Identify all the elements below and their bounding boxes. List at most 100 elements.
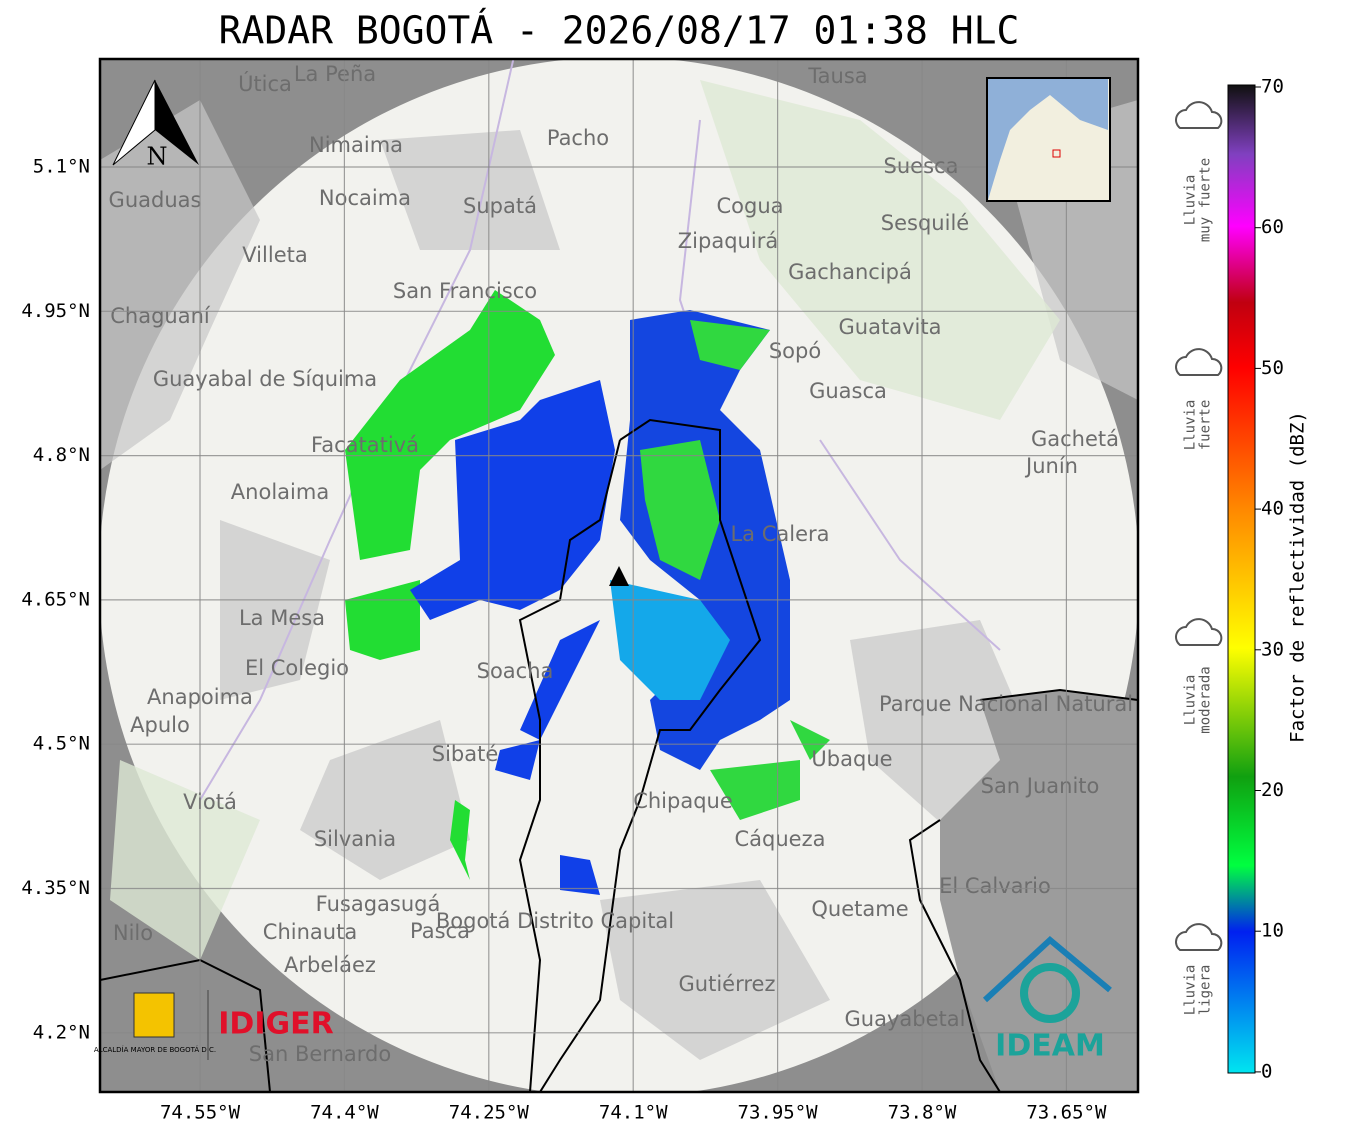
place-label: San Juanito (981, 774, 1100, 798)
lat-tick-label: 4.35°N (21, 877, 90, 899)
colorbar-tick-label: 60 (1261, 216, 1284, 238)
place-label: Guayabal de Síquima (153, 367, 377, 391)
place-label: Pacho (547, 126, 609, 150)
lon-tick-label: 74.25°W (449, 1102, 530, 1124)
colorbar-tick-label: 10 (1261, 920, 1284, 942)
colorbar-tick-label: 40 (1261, 498, 1284, 520)
place-label: Silvania (314, 827, 396, 851)
lon-tick-label: 74.1°W (599, 1102, 668, 1124)
rain-level-label: fuerte (1198, 400, 1214, 451)
place-label: Soacha (477, 659, 554, 683)
rain-level-label: ligera (1198, 965, 1214, 1016)
lat-tick-label: 4.8°N (33, 444, 90, 466)
lat-tick-label: 4.2°N (33, 1021, 90, 1043)
cloud-icon (1175, 348, 1223, 376)
place-label: El Colegio (245, 656, 349, 680)
rain-level: Lluvia muy fuerte (1183, 158, 1214, 242)
rain-level-label: moderada (1198, 666, 1214, 733)
rain-level: Lluvia moderada (1183, 666, 1214, 733)
place-label: Viotá (183, 790, 237, 814)
lon-tick-label: 73.65°W (1026, 1102, 1107, 1124)
colorbar-tick-label: 70 (1261, 76, 1284, 98)
place-label: Útica (238, 71, 292, 96)
place-label: Pasca (410, 919, 470, 943)
place-label: El Calvario (939, 874, 1051, 898)
place-label: Guayabetal (845, 1007, 966, 1031)
cloud-icon (1175, 923, 1223, 951)
place-label: Gutiérrez (679, 972, 776, 996)
lon-tick-label: 74.4°W (310, 1102, 379, 1124)
place-label: Sopó (769, 339, 821, 363)
place-label: Gachetá (1031, 427, 1119, 451)
logo-text: IDEAM (995, 1029, 1105, 1064)
place-label: La Mesa (239, 606, 325, 630)
place-label: Guatavita (839, 315, 942, 339)
place-label: Villeta (242, 243, 307, 267)
north-arrow: N (112, 79, 199, 171)
place-label: La Calera (730, 522, 829, 546)
lon-tick-label: 73.8°W (888, 1102, 957, 1124)
lat-tick-label: 4.5°N (33, 733, 90, 755)
place-label: Quetame (811, 897, 908, 921)
place-label: Apulo (130, 713, 190, 737)
place-label: Guaduas (109, 188, 202, 212)
colorbar-label: Factor de reflectividad (dBZ) (1287, 411, 1309, 743)
north-label: N (147, 143, 168, 171)
logo-text: ALCALDÍA MAYOR DE BOGOTÁ D.C. (94, 1045, 216, 1054)
place-label: Arbeláez (284, 953, 376, 977)
rain-level-label: Lluvia (1183, 965, 1199, 1016)
lon-tick-label: 73.95°W (738, 1102, 819, 1124)
place-label: Nocaima (319, 186, 411, 210)
rain-level-label: Lluvia (1183, 175, 1199, 226)
place-label: Cáqueza (735, 827, 826, 851)
place-label: Fusagasugá (316, 892, 441, 916)
logo-ideam: IDEAM (982, 936, 1112, 1064)
place-label: Tausa (807, 64, 867, 88)
place-label: Cogua (716, 194, 783, 218)
place-label: Chipaque (633, 789, 733, 813)
grid (100, 59, 1138, 1092)
place-label: Junín (1024, 454, 1078, 478)
rain-level-label: Lluvia (1183, 400, 1199, 451)
lat-tick-label: 4.95°N (21, 300, 90, 322)
lon-tick-label: 74.55°W (160, 1102, 241, 1124)
colorbar (1227, 84, 1256, 1074)
rain-level-label: muy fuerte (1198, 158, 1214, 242)
place-label: Ubaque (811, 747, 892, 771)
cloud-icon (1175, 101, 1223, 129)
title: RADAR BOGOTÁ - 2026/08/17 01:38 HLC (219, 9, 1020, 53)
rain-level-label: Lluvia (1183, 675, 1199, 726)
colorbar-tick-label: 30 (1261, 638, 1284, 660)
colorbar-tick-label: 20 (1261, 779, 1284, 801)
place-label: Bogotá Distrito Capital (436, 909, 674, 933)
place-label: Nilo (113, 921, 153, 945)
place-label: Chaguaní (110, 304, 211, 328)
place-label: Gachancipá (788, 260, 912, 284)
place-label: Supatá (463, 194, 537, 218)
lat-tick-label: 5.1°N (33, 156, 90, 178)
rain-level: Lluvia fuerte (1183, 400, 1214, 451)
map-frame (98, 57, 1140, 1094)
place-label: Facatativá (311, 433, 419, 457)
place-label: Chinauta (263, 920, 357, 944)
rain-level: Lluvia ligera (1183, 965, 1214, 1016)
inset-map (986, 77, 1111, 202)
place-label: San Francisco (393, 279, 537, 303)
place-label: Suesca (884, 154, 959, 178)
place-label: Guasca (809, 379, 887, 403)
lat-tick-label: 4.65°N (21, 588, 90, 610)
place-label: Zipaquirá (678, 229, 778, 253)
place-label: San Bernardo (249, 1042, 391, 1066)
cloud-icon (1175, 618, 1223, 646)
logo-text: IDIGER (218, 1007, 333, 1042)
logo-alcaldia: ALCALDÍA MAYOR DE BOGOTÁ D.C. IDIGER (94, 990, 334, 1060)
place-label: Sesquilé (881, 211, 969, 235)
place-label: Nimaima (309, 133, 403, 157)
colorbar-tick-label: 0 (1261, 1060, 1272, 1082)
place-label: Sibaté (432, 742, 499, 766)
place-label: Anolaima (231, 480, 329, 504)
colorbar-tick-label: 50 (1261, 357, 1284, 379)
place-label: La Peña (294, 62, 376, 86)
